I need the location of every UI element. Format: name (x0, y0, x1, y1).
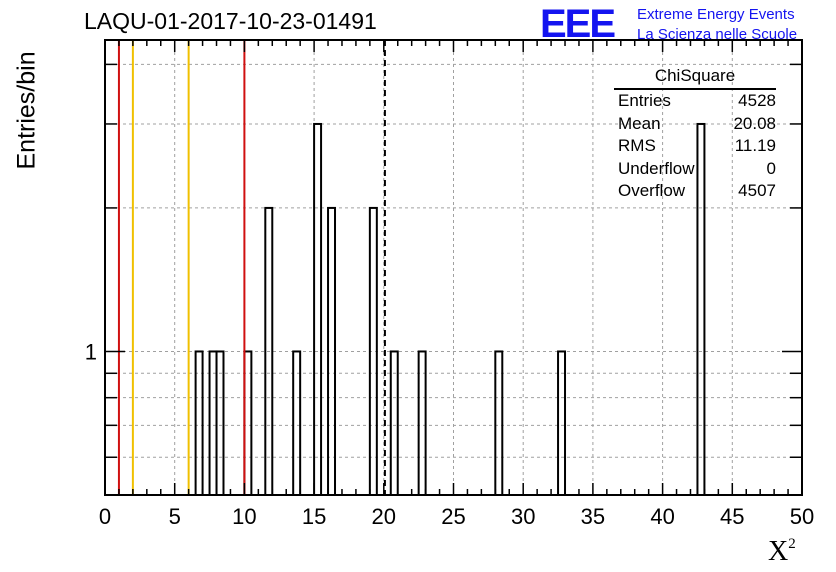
stats-label: Entries (618, 91, 671, 110)
stats-row: Overflow 4507 (610, 180, 776, 203)
x-tick-label: 30 (511, 504, 535, 529)
chart-title: LAQU-01-2017-10-23-01491 (84, 8, 377, 34)
eee-logo-mark: EEE (540, 2, 616, 46)
x-tick-label: 15 (302, 504, 326, 529)
stats-row: Underflow 0 (610, 158, 776, 181)
histogram-bar (313, 122, 323, 497)
stats-value: 11.19 (734, 136, 776, 155)
x-tick-label: 50 (790, 504, 814, 529)
x-axis-label-exponent: 2 (788, 536, 796, 552)
stats-label: Underflow (618, 158, 695, 178)
x-tick-label: 35 (581, 504, 605, 529)
axis-ticks (104, 40, 803, 496)
tick-labels: 0 5 10 15 20 25 30 35 40 45 50 1 (85, 339, 814, 529)
x-axis-label-symbol: X (768, 536, 789, 567)
stats-box: ChiSquare Entries 4528 Mean 20.08 RMS 11.19… (610, 66, 776, 203)
y-axis-label: Entries/bin (12, 51, 41, 170)
x-tick-label: 25 (441, 504, 465, 529)
x-tick-label: 45 (720, 504, 744, 529)
y-tick-label: 1 (85, 339, 97, 364)
stats-label: RMS (618, 136, 656, 155)
reference-lines (117, 40, 386, 495)
stats-row: Entries 4528 (610, 90, 776, 113)
x-tick-label: 5 (169, 504, 181, 529)
stats-value: 20.08 (733, 113, 776, 133)
x-tick-label: 40 (650, 504, 674, 529)
logo-text-line2: La Scienza nelle Scuole (637, 26, 798, 43)
stats-value: 4528 (738, 91, 776, 110)
x-tick-label: 0 (99, 504, 111, 529)
x-tick-label: 20 (372, 504, 396, 529)
stats-value: 0 (766, 158, 776, 178)
stats-title: ChiSquare (614, 66, 776, 90)
stats-label: Mean (618, 113, 661, 133)
stats-row: RMS 11.19 (610, 135, 776, 158)
stats-value: 4507 (738, 181, 776, 200)
logo-text-line1: Extreme Energy Events (637, 6, 795, 23)
stats-row: Mean 20.08 (610, 113, 776, 136)
stats-label: Overflow (618, 181, 686, 200)
x-axis-label: X2 (768, 536, 796, 568)
x-tick-label: 10 (232, 504, 256, 529)
